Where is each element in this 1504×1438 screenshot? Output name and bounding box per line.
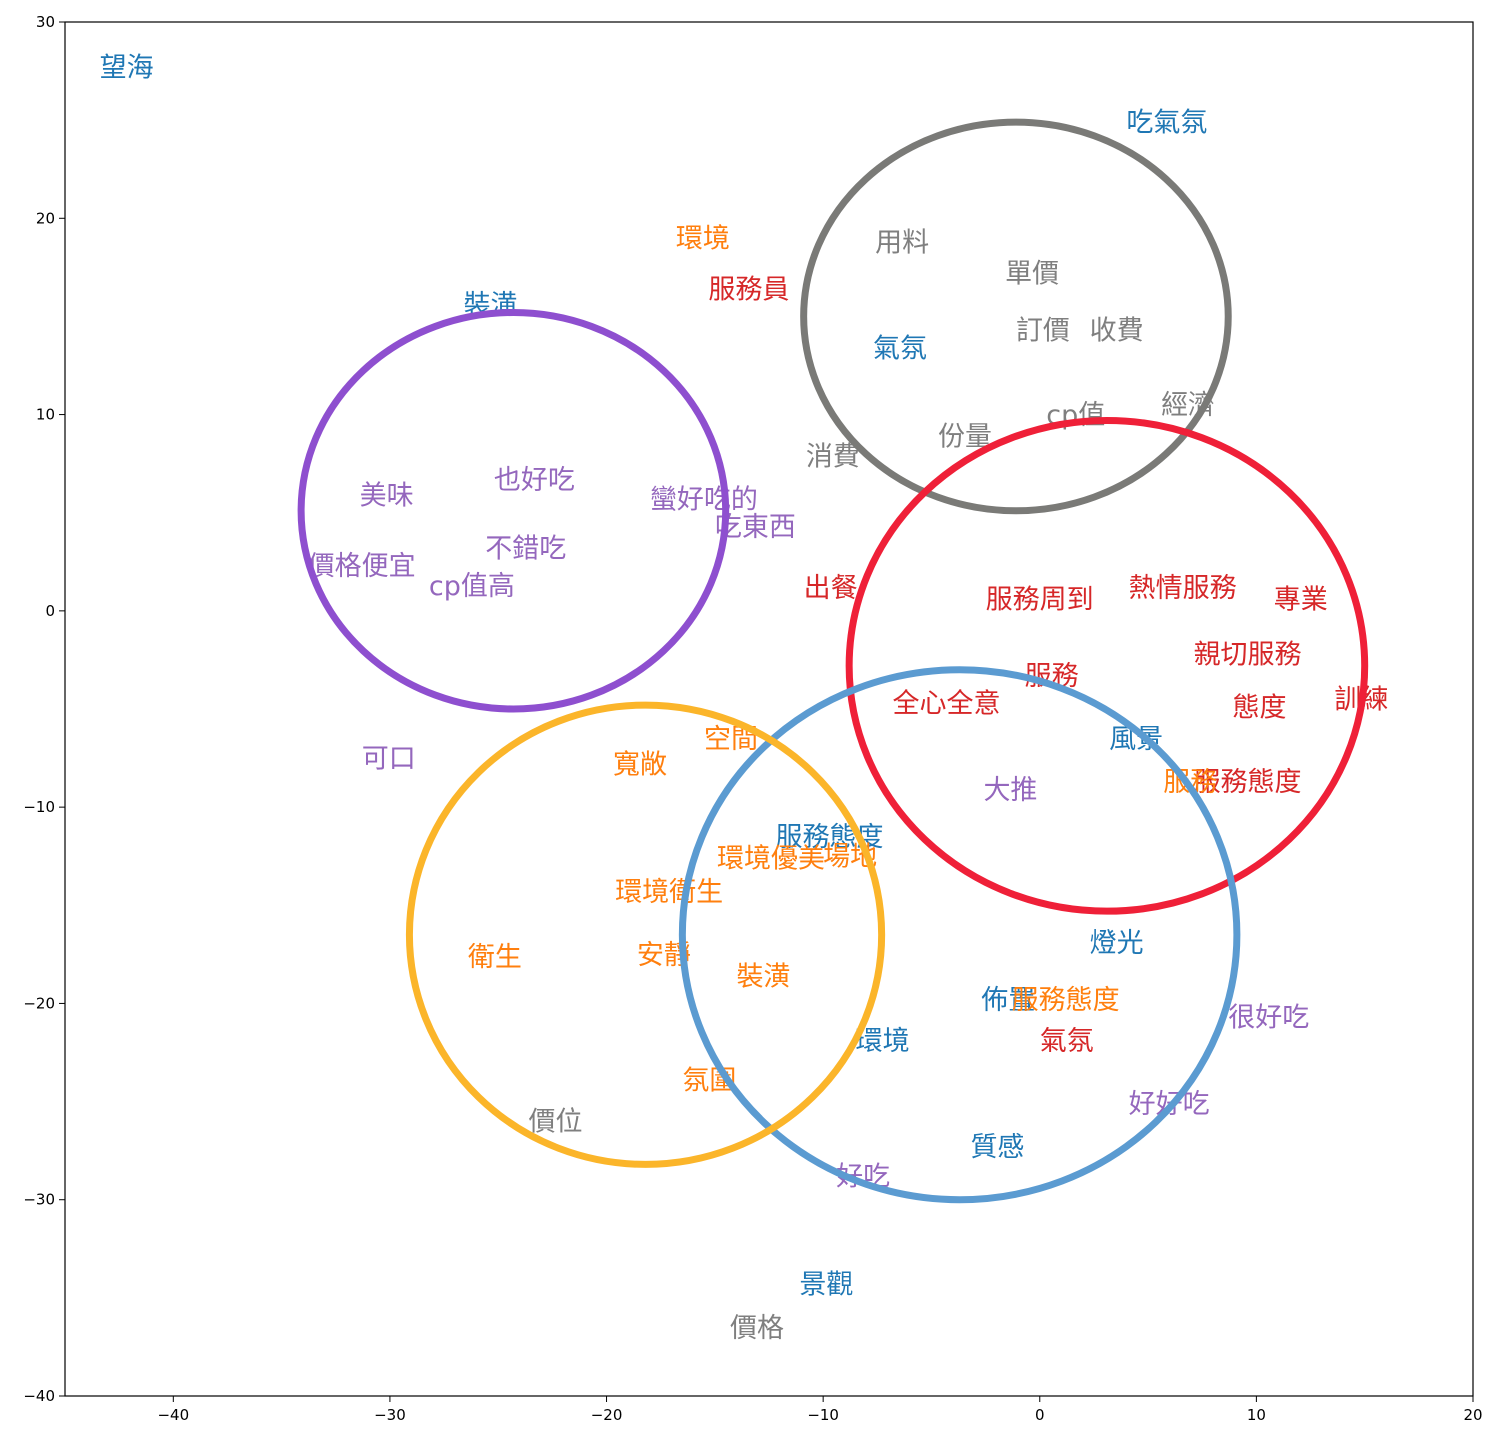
word-label: 美味 (360, 481, 414, 512)
x-tick-label: 10 (1247, 1406, 1266, 1424)
word-label: 價格 (730, 1313, 784, 1344)
word-label: 環境衛生 (615, 877, 723, 908)
word-label: 消費 (806, 441, 860, 472)
y-tick-label: −30 (23, 1191, 55, 1209)
x-tick-label: 0 (1035, 1406, 1045, 1424)
word-label: 訂價 (1016, 316, 1070, 347)
word-label: 可口 (362, 744, 416, 775)
word-label: 親切服務 (1194, 640, 1302, 671)
word-label: 佈置 (981, 985, 1035, 1016)
y-tick-label: −20 (23, 994, 55, 1012)
word-label: 大推 (983, 775, 1037, 806)
word-label: 裝潢 (737, 961, 791, 992)
word-label: 也好吃 (494, 465, 575, 496)
word-label: 燈光 (1090, 928, 1144, 959)
word-label: 單價 (1005, 259, 1059, 290)
word-label: 熱情服務 (1129, 573, 1237, 604)
word-label: 望海 (100, 53, 154, 84)
word-label: 不錯吃 (485, 534, 566, 565)
cluster-circle (297, 309, 730, 713)
y-tick-label: 10 (36, 406, 55, 424)
word-label: 服務態度 (1194, 767, 1302, 798)
y-tick-label: 20 (36, 209, 55, 227)
word-label: 衛生 (468, 942, 522, 973)
plot-frame (64, 21, 1474, 1397)
x-tick-label: −30 (374, 1406, 406, 1424)
word-label: 價位 (529, 1107, 583, 1138)
word-label: 環境優美 (717, 844, 825, 875)
word-label: 服務態度 (1012, 985, 1120, 1016)
y-axis: 30 20 10 0 −10 −20 −30 −40 (23, 13, 65, 1405)
word-label: 景觀 (799, 1270, 853, 1301)
word-label: 吃氣氛 (1126, 108, 1207, 139)
word-label: 出餐 (804, 573, 858, 604)
word-label: 蠻好吃的 (650, 484, 758, 515)
word-label: cp值高 (429, 571, 515, 602)
word-label: 氣氛 (873, 333, 927, 364)
cluster-circle (800, 118, 1232, 515)
cluster-circle (405, 701, 886, 1168)
cluster-circle (845, 416, 1369, 915)
word-label: 氣氛 (1040, 1026, 1094, 1057)
word-label: 用料 (875, 227, 929, 258)
word-label: 環境 (856, 1026, 910, 1057)
x-tick-label: −40 (157, 1406, 189, 1424)
word-label: 很好吃 (1228, 1003, 1309, 1034)
word-label: 質感 (970, 1132, 1024, 1163)
cluster-circle (678, 666, 1241, 1204)
word-label: 全心全意 (892, 689, 1000, 720)
word-label: 收費 (1090, 316, 1144, 347)
x-tick-label: 20 (1463, 1406, 1482, 1424)
y-tick-label: 0 (45, 602, 55, 620)
word-label: 價格便宜 (308, 551, 416, 582)
x-tick-label: −10 (807, 1406, 839, 1424)
x-tick-label: −20 (591, 1406, 623, 1424)
word-label: 寬敞 (613, 749, 667, 780)
word-label: 專業 (1274, 585, 1328, 616)
word-label: 態度 (1233, 693, 1287, 724)
x-axis: −40 −30 −20 −10 0 10 20 (157, 1396, 1483, 1424)
y-tick-label: −40 (23, 1387, 55, 1405)
y-tick-label: −10 (23, 798, 55, 816)
cluster-circles (297, 118, 1369, 1204)
word-label: 環境 (676, 223, 730, 254)
word-label: 服務周到 (986, 585, 1094, 616)
y-tick-label: 30 (36, 13, 55, 31)
word-label: 服務員 (708, 274, 789, 305)
